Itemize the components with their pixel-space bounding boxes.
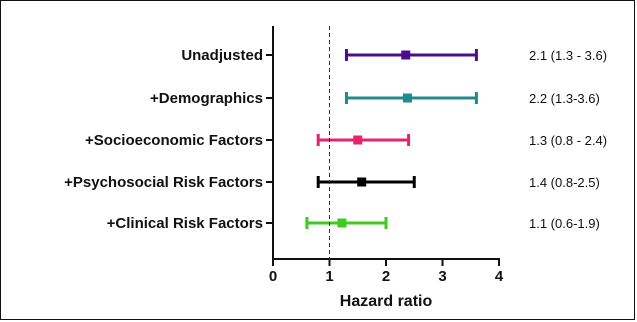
point-estimate-marker (357, 177, 367, 187)
row-label: +Socioeconomic Factors (85, 132, 263, 149)
ci-value-label: 2.2 (1.3-3.6) (529, 91, 600, 106)
x-axis-ticks: 0 1 2 3 4 (269, 259, 504, 285)
x-axis-label: Hazard ratio (340, 293, 433, 310)
point-estimate-marker (353, 135, 363, 145)
row-label: +Demographics (150, 90, 263, 107)
point-estimate-marker (337, 218, 347, 228)
ci-value-label: 2.1 (1.3 - 3.6) (529, 48, 607, 63)
ci-value-label: 1.4 (0.8-2.5) (529, 175, 600, 190)
forest-row: +Clinical Risk Factors 1.1 (0.6-1.9) (107, 215, 600, 232)
x-tick-label: 1 (325, 268, 333, 285)
x-tick-label: 3 (438, 268, 446, 285)
ci-value-label: 1.3 (0.8 - 2.4) (529, 133, 607, 148)
x-tick-label: 2 (382, 268, 390, 285)
row-label: +Clinical Risk Factors (107, 215, 263, 232)
plot-rows: Unadjusted 2.1 (1.3 - 3.6) +Demographics 2.… (64, 47, 607, 232)
point-estimate-marker (402, 93, 412, 103)
x-tick-label: 0 (269, 268, 277, 285)
forest-row: Unadjusted 2.1 (1.3 - 3.6) (181, 47, 607, 64)
forest-row: +Psychosocial Risk Factors 1.4 (0.8-2.5) (64, 174, 600, 191)
point-estimate-marker (401, 50, 411, 60)
ci-value-label: 1.1 (0.6-1.9) (529, 216, 600, 231)
x-tick-label: 4 (495, 268, 504, 285)
row-label: +Psychosocial Risk Factors (64, 174, 263, 191)
forest-row: +Socioeconomic Factors 1.3 (0.8 - 2.4) (85, 132, 607, 149)
row-label: Unadjusted (181, 47, 263, 64)
forest-row: +Demographics 2.2 (1.3-3.6) (150, 90, 600, 107)
